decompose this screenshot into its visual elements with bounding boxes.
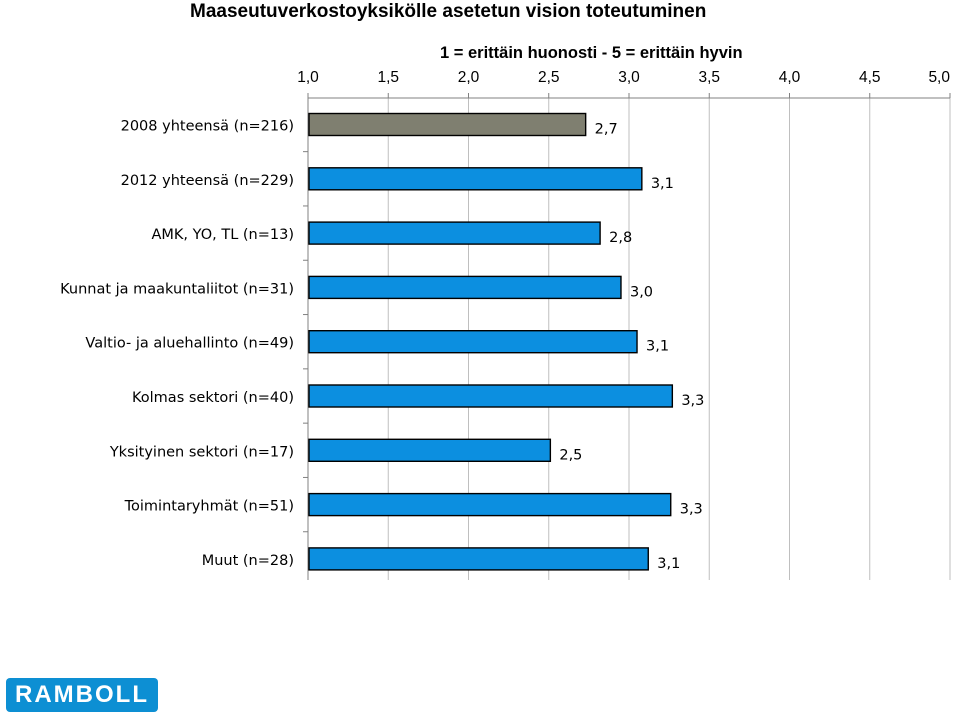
category-label: 2012 yhteensä (n=229) — [121, 173, 294, 189]
bar — [308, 492, 672, 517]
data-label: 3,1 — [657, 556, 680, 572]
category-label: AMK, YO, TL (n=13) — [151, 227, 294, 243]
x-tick-label: 1,5 — [377, 69, 399, 86]
category-label: Muut (n=28) — [202, 553, 294, 569]
category-label: Kolmas sektori (n=40) — [132, 390, 294, 406]
bar — [308, 221, 601, 245]
x-tick-label: 3,0 — [618, 69, 640, 86]
data-label: 3,0 — [630, 284, 653, 300]
data-label: 3,1 — [646, 339, 669, 355]
data-label: 3,3 — [680, 502, 703, 518]
data-label: 2,8 — [609, 230, 632, 246]
bar — [308, 330, 638, 354]
bar — [308, 167, 643, 191]
data-label: 3,3 — [681, 393, 704, 409]
bar — [308, 275, 622, 300]
category-label: Kunnat ja maakuntaliitot (n=31) — [60, 281, 294, 297]
x-tick-label: 2,0 — [458, 69, 480, 86]
bar — [308, 112, 587, 137]
chart-title: Maaseutuverkostoyksikölle asetetun visio… — [190, 1, 707, 22]
x-tick-label: 4,5 — [859, 69, 881, 86]
bar — [308, 438, 552, 462]
x-tick-label: 3,5 — [698, 69, 720, 86]
bar — [308, 384, 674, 408]
data-label: 2,7 — [595, 122, 618, 138]
data-label: 3,1 — [651, 176, 674, 192]
category-label: Valtio- ja aluehallinto (n=49) — [85, 336, 294, 352]
category-label: Yksityinen sektori (n=17) — [109, 444, 294, 460]
logo-text: RAMBOLL — [15, 681, 149, 708]
category-label: 2008 yhteensä (n=216) — [121, 119, 294, 135]
x-tick-label: 2,5 — [538, 69, 560, 86]
chart-subtitle: 1 = erittäin huonosti - 5 = erittäin hyv… — [440, 44, 743, 62]
ramboll-logo: RAMBOLL — [6, 678, 158, 712]
data-label: 2,5 — [559, 447, 582, 463]
x-tick-label: 4,0 — [779, 69, 801, 86]
category-label: Toimintaryhmät (n=51) — [124, 499, 294, 515]
bar — [308, 547, 649, 571]
x-tick-label: 1,0 — [297, 69, 319, 86]
x-tick-label: 5,0 — [928, 69, 950, 86]
